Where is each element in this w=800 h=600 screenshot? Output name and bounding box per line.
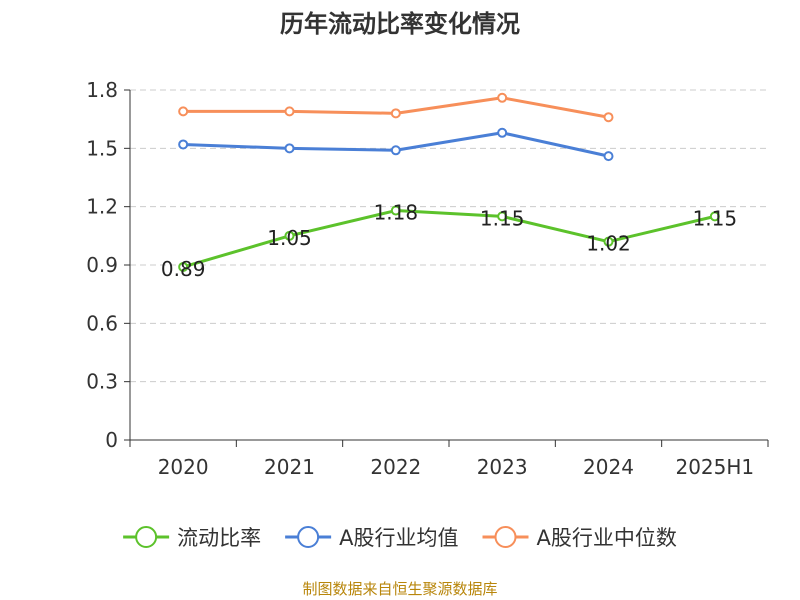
data-label: 1.18 bbox=[374, 201, 419, 225]
grid-lines bbox=[130, 89, 768, 383]
data-point bbox=[497, 127, 508, 138]
y-tick-label: 0.9 bbox=[86, 253, 118, 277]
x-tick-label: 2020 bbox=[158, 455, 209, 479]
legend-label: A股行业均值 bbox=[339, 526, 458, 550]
data-labels: 0.89 1.05 1.18 1.15 1.02 1.15 bbox=[161, 201, 737, 281]
series-line-0 bbox=[182, 209, 716, 269]
data-point bbox=[390, 108, 401, 119]
data-point bbox=[603, 112, 614, 123]
legend-marker bbox=[297, 526, 320, 548]
x-tick-label: 2021 bbox=[264, 455, 315, 479]
data-point bbox=[284, 143, 295, 154]
chart-title: 历年流动比率变化情况 bbox=[280, 10, 520, 38]
legend-label: A股行业中位数 bbox=[537, 526, 677, 550]
x-tick-label: 2022 bbox=[370, 455, 421, 479]
data-label: 1.15 bbox=[480, 206, 525, 230]
y-tick-label: 0.3 bbox=[86, 370, 118, 394]
data-label: 1.02 bbox=[586, 232, 631, 256]
data-point bbox=[603, 236, 614, 247]
y-tick-label: 0 bbox=[105, 428, 118, 452]
data-point bbox=[390, 205, 401, 216]
y-tick-label: 1.2 bbox=[86, 195, 118, 219]
legend-label: 流动比率 bbox=[177, 526, 261, 550]
data-point bbox=[497, 92, 508, 103]
legend-marker bbox=[135, 526, 158, 548]
series-layer bbox=[178, 92, 720, 272]
data-point bbox=[603, 151, 614, 162]
x-tick-label: 2025H1 bbox=[675, 455, 754, 479]
y-tick-label: 1.8 bbox=[86, 78, 118, 102]
data-point bbox=[178, 261, 189, 272]
x-tick-label: 2024 bbox=[583, 455, 634, 479]
legend: 流动比率 A股行业均值 A股行业中位数 bbox=[123, 526, 677, 550]
x-tick-label: 2023 bbox=[477, 455, 528, 479]
data-point bbox=[284, 230, 295, 241]
legend-marker bbox=[494, 526, 517, 548]
source-note: 制图数据来自恒生聚源数据库 bbox=[302, 580, 497, 598]
y-tick-label: 1.5 bbox=[86, 136, 118, 160]
data-point bbox=[709, 211, 720, 222]
data-label: 1.15 bbox=[693, 206, 738, 230]
data-point bbox=[390, 145, 401, 156]
data-point bbox=[178, 106, 189, 117]
data-point bbox=[178, 139, 189, 150]
y-tick-label: 0.6 bbox=[86, 311, 118, 335]
data-label: 0.89 bbox=[161, 257, 206, 281]
data-label: 1.05 bbox=[267, 226, 312, 250]
data-point bbox=[284, 106, 295, 117]
axes: 0 0.3 0.6 0.9 1.2 1.5 1.8 2020 2021 2022 2023 2024 2… bbox=[86, 78, 769, 479]
data-point bbox=[497, 211, 508, 222]
